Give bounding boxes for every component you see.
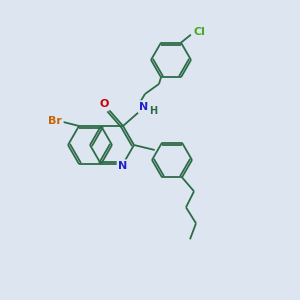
Text: Br: Br [48, 116, 62, 126]
Text: N: N [118, 161, 127, 171]
Text: N: N [140, 102, 148, 112]
Text: H: H [149, 106, 157, 116]
Text: O: O [99, 99, 109, 109]
Text: Cl: Cl [193, 27, 205, 37]
